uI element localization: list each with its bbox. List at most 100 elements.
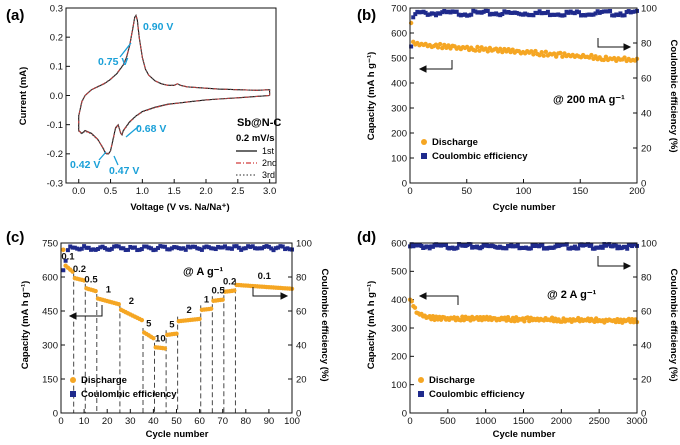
annotation-068v: 0.68 V — [136, 123, 166, 135]
y-tick-label: 200 — [391, 128, 407, 139]
point-coulombic — [452, 9, 457, 14]
point-coulombic — [123, 248, 128, 253]
cv-curve-3rd — [78, 14, 271, 154]
point-coulombic — [409, 44, 414, 49]
panel-c: (c) 0 10 20 30 40 50 60 70 80 90 10001503004506007… — [6, 229, 330, 440]
point-coulombic — [84, 245, 89, 250]
y-tick-label: 400 — [391, 295, 407, 306]
point-coulombic — [454, 9, 459, 14]
y-tick-label: 300 — [391, 103, 407, 114]
point-coulombic — [463, 12, 468, 17]
panel-a-legend: 1st 2nd 3rd — [236, 146, 277, 180]
y-tick-label: 150 — [42, 374, 58, 385]
point-coulombic — [427, 12, 432, 17]
point-coulombic — [545, 9, 550, 14]
panel-c-label: (c) — [6, 229, 24, 246]
point-coulombic — [576, 10, 581, 15]
x-tick-label: 1.0 — [136, 186, 149, 197]
y-tick-label: 450 — [42, 306, 58, 317]
panel-d-legend: Discharge Coulombic efficiency — [418, 375, 525, 400]
y-tick-label: 300 — [391, 323, 407, 334]
panel-d-plot — [407, 242, 640, 325]
arrow-to-efficiency-axis — [597, 38, 630, 48]
x-tick-label: 0.5 — [104, 186, 117, 197]
rate-label: 0.1 — [61, 252, 75, 263]
point-coulombic — [504, 246, 509, 251]
arrow-068v — [125, 125, 140, 138]
point-coulombic — [468, 242, 473, 247]
point-coulombic — [206, 245, 211, 250]
x-tick-label: 0.0 — [72, 186, 85, 197]
point-coulombic — [527, 13, 532, 18]
point-coulombic — [151, 248, 156, 253]
point-coulombic — [100, 244, 105, 249]
point-coulombic — [599, 9, 604, 14]
y-tick-label: 500 — [391, 53, 407, 64]
point-discharge — [513, 315, 519, 320]
point-coulombic — [576, 246, 581, 251]
x-tick-label: 0 — [407, 186, 412, 197]
point-discharge — [592, 319, 597, 325]
point-coulombic — [248, 244, 253, 249]
legend-label-coulombic: Coulombic efficiency — [429, 389, 525, 400]
point-coulombic — [250, 244, 255, 249]
panel-d-annotation: @ 2 A g⁻¹ — [547, 289, 597, 301]
panel-b-label: (b) — [357, 7, 376, 24]
point-coulombic — [595, 9, 600, 14]
point-discharge — [541, 53, 546, 58]
arrow-to-capacity-axis — [70, 305, 103, 317]
point-discharge — [622, 55, 627, 60]
point-coulombic — [109, 246, 114, 251]
point-coulombic — [465, 13, 470, 18]
point-coulombic — [583, 13, 588, 18]
y-tick-label: 600 — [391, 28, 407, 39]
point-coulombic — [539, 11, 544, 16]
point-coulombic — [209, 246, 214, 251]
point-coulombic — [487, 12, 492, 17]
point-coulombic — [566, 10, 571, 15]
point-coulombic — [146, 245, 151, 250]
panel-b-y2label: Coulombic efficiency (%) — [668, 40, 679, 153]
point-coulombic — [419, 10, 424, 15]
point-coulombic — [469, 12, 474, 17]
x-tick-label: 60 — [194, 416, 205, 427]
annotation-090v: 0.90 V — [143, 21, 173, 33]
point-coulombic — [132, 245, 137, 250]
point-coulombic — [560, 13, 565, 18]
point-coulombic — [508, 10, 513, 15]
point-coulombic — [510, 10, 515, 15]
y2-tick-label: 40 — [641, 108, 652, 119]
panel-d-arrows — [418, 256, 632, 305]
point-coulombic — [521, 12, 526, 17]
point-coulombic — [506, 9, 511, 14]
y2-tick-label: 20 — [641, 143, 652, 154]
annotation-047v: 0.47 V — [109, 165, 139, 177]
x-tick-label: 0 — [407, 416, 412, 427]
panel-c-annotation: @ A g⁻¹ — [183, 266, 223, 278]
point-coulombic — [632, 9, 637, 14]
point-coulombic — [429, 11, 434, 16]
point-coulombic — [581, 13, 586, 18]
point-discharge — [116, 302, 121, 307]
point-coulombic — [213, 247, 218, 252]
rate-label: 0.5 — [211, 286, 225, 297]
panel-a-annotations: 0.90 V 0.75 V 0.68 V 0.42 V 0.47 V — [70, 21, 173, 177]
y2-tick-label: 0 — [641, 178, 646, 189]
panel-a-ticks: 0.0 0.5 1.0 1.5 2.0 2.5 3.0 -0.3 -0.2 -0.1 0.0 0.1 0… — [47, 3, 277, 197]
point-coulombic — [82, 244, 87, 249]
point-coulombic — [220, 245, 225, 250]
point-coulombic — [455, 245, 460, 250]
point-coulombic — [142, 244, 147, 249]
point-discharge — [603, 54, 609, 59]
panel-b-ticks: 0 50 100 150 2000100200300400500600700020406… — [391, 3, 657, 197]
point-coulombic — [618, 11, 623, 16]
point-coulombic — [564, 9, 569, 14]
point-coulombic — [556, 12, 561, 17]
point-coulombic — [264, 244, 269, 249]
point-coulombic — [186, 244, 191, 249]
legend-swatch-discharge — [418, 377, 424, 383]
point-coulombic — [500, 11, 505, 16]
point-coulombic — [572, 11, 577, 16]
point-discharge — [473, 48, 478, 53]
